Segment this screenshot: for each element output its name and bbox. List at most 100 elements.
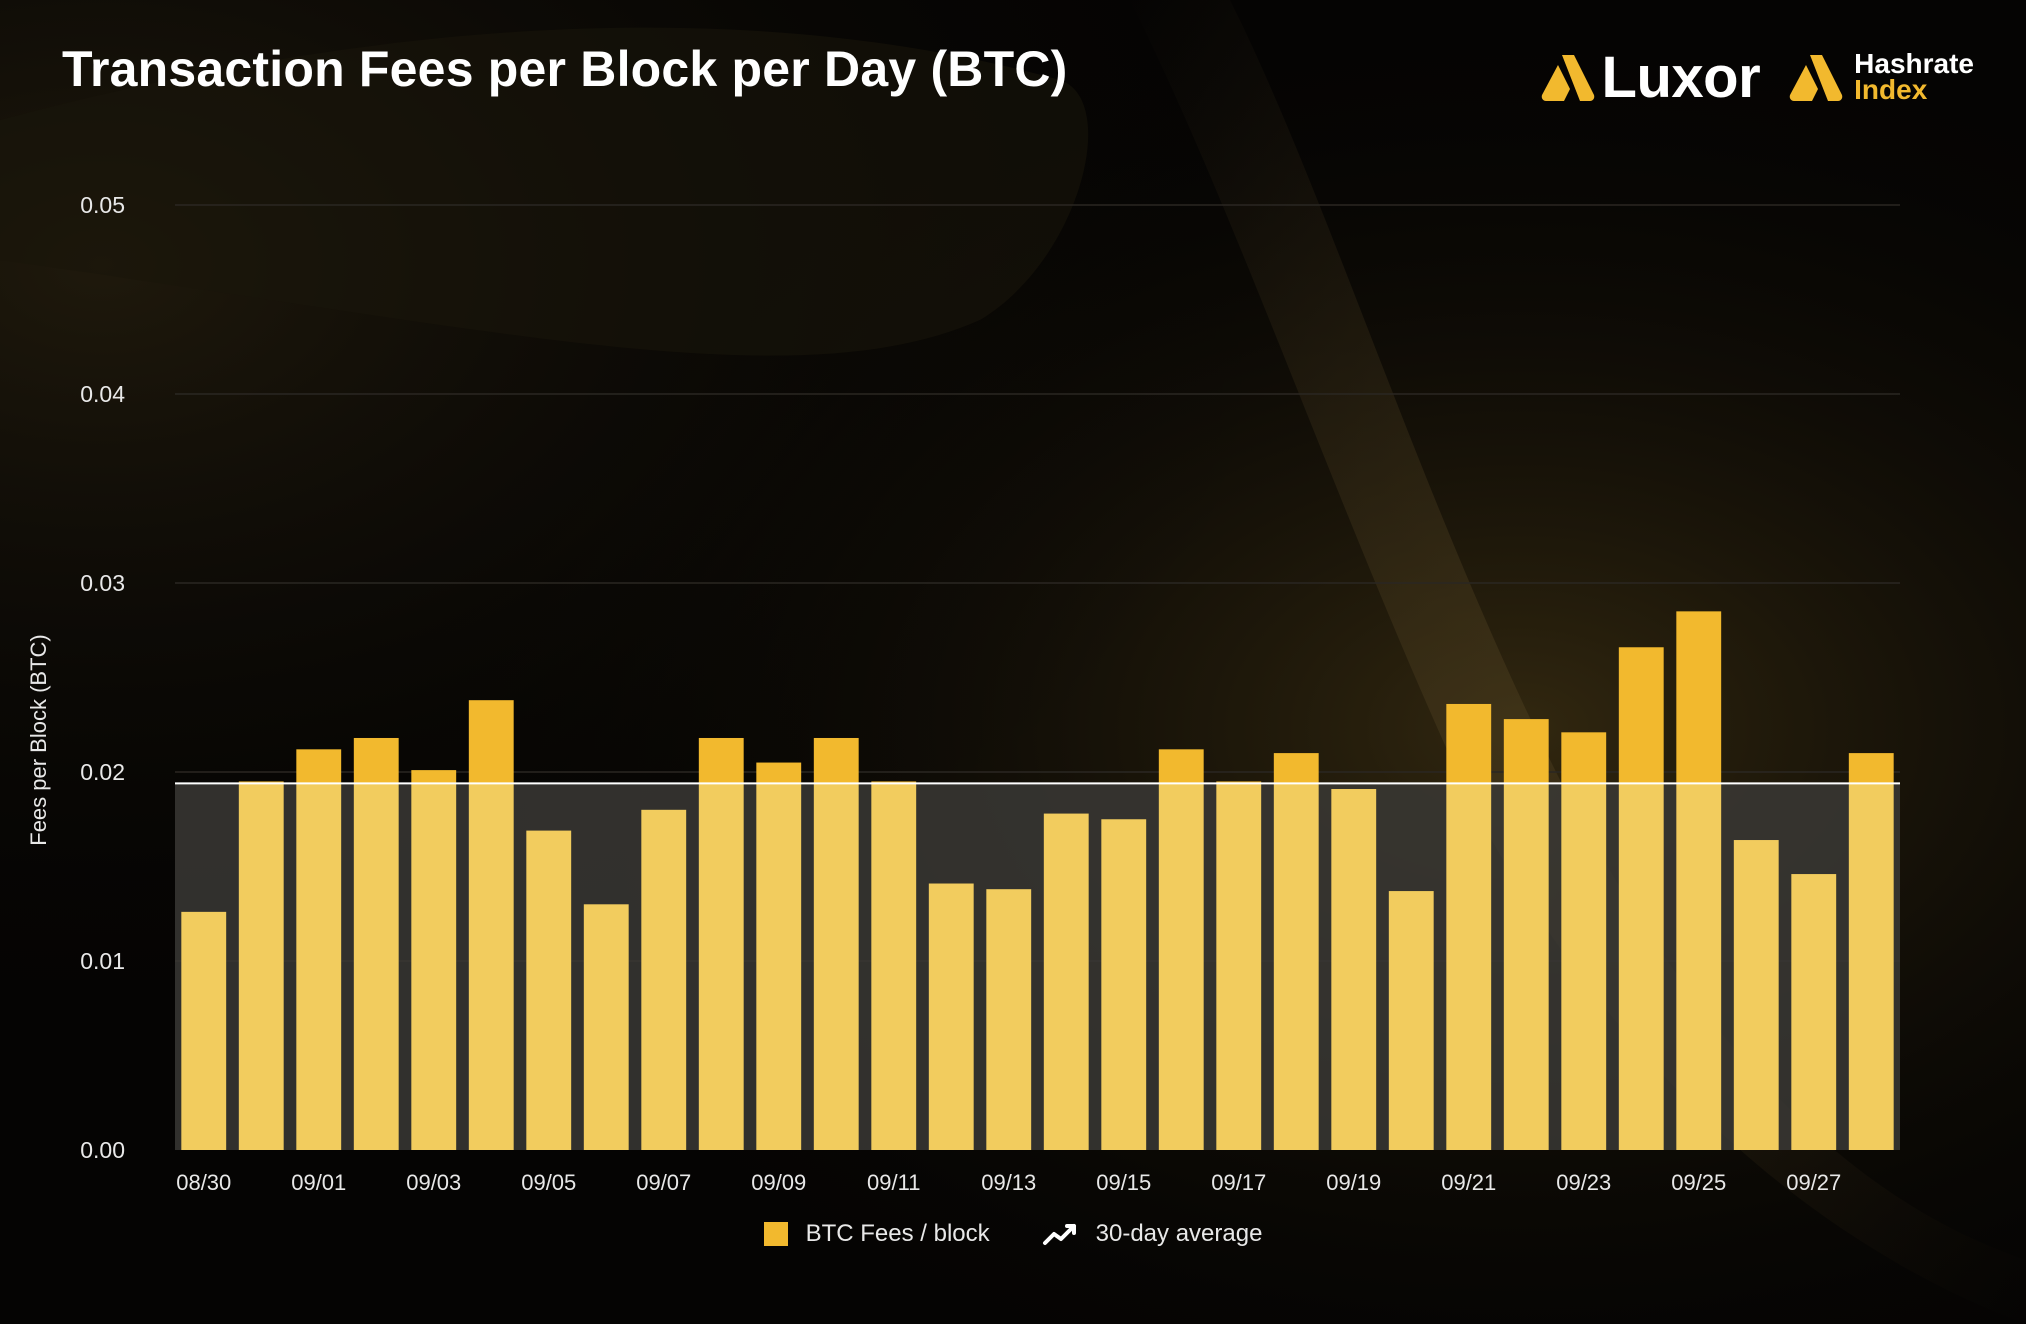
bar-segment-above-average	[411, 770, 457, 784]
bar-segment-below-average	[1848, 783, 1894, 1150]
x-tick-label: 09/23	[1556, 1170, 1611, 1195]
bar	[1733, 840, 1779, 1150]
x-tick-label: 09/07	[636, 1170, 691, 1195]
bar-segment-above-average	[296, 749, 342, 784]
bar-segment-below-average	[698, 783, 744, 1150]
legend-item-average: 30-day average	[1042, 1220, 1263, 1248]
bar-segment-above-average	[698, 737, 744, 784]
bar	[1848, 753, 1894, 1150]
bar-segment-above-average	[1561, 732, 1607, 784]
line-chart-icon	[1042, 1224, 1076, 1245]
y-tick-label: 0.02	[80, 759, 125, 785]
bar-segment-below-average	[583, 904, 629, 1150]
bar-segment-below-average	[986, 889, 1032, 1150]
chart-title: Transaction Fees per Block per Day (BTC)	[62, 41, 1068, 97]
legend-item-bars: BTC Fees / block	[763, 1220, 990, 1248]
bar	[986, 889, 1032, 1150]
bar-segment-below-average	[296, 783, 342, 1150]
bar-segment-below-average	[1561, 783, 1607, 1150]
y-tick-label: 0.00	[80, 1137, 125, 1163]
bar	[1561, 732, 1607, 1150]
bar-segment-below-average	[641, 809, 687, 1150]
bar	[1101, 819, 1147, 1150]
bar	[641, 809, 687, 1150]
bar-segment-above-average	[756, 762, 802, 784]
bar-segment-below-average	[411, 783, 457, 1150]
bar-segment-below-average	[1273, 783, 1319, 1150]
bar	[813, 737, 859, 1150]
bar	[1216, 781, 1262, 1150]
brand-logos: Luxor Hashrate Index	[1540, 42, 1974, 112]
luxor-wordmark: Luxor	[1601, 44, 1761, 110]
bar-segment-below-average	[1446, 783, 1492, 1150]
bar-segment-below-average	[526, 830, 572, 1150]
bar-segment-below-average	[813, 783, 859, 1150]
hashrate-index-wordmark-line1: Hashrate	[1854, 48, 1974, 79]
luxor-logo: Luxor	[1540, 44, 1761, 111]
legend: BTC Fees / block 30-day average	[0, 1220, 2026, 1248]
bar-segment-below-average	[1791, 874, 1837, 1150]
y-tick-label: 0.03	[80, 570, 125, 596]
y-axis-label: Fees per Block (BTC)	[26, 634, 51, 846]
bar-segment-below-average	[1388, 891, 1434, 1150]
y-tick-label: 0.01	[80, 948, 125, 974]
x-tick-label: 09/03	[406, 1170, 461, 1195]
bar-segment-below-average	[1676, 783, 1722, 1150]
bar	[583, 904, 629, 1150]
hashrate-index-mark-icon	[1789, 55, 1843, 101]
bars	[181, 611, 1894, 1150]
below-average-shade	[175, 783, 1900, 1150]
bar	[1273, 753, 1319, 1150]
x-tick-label: 09/19	[1326, 1170, 1381, 1195]
bar	[1503, 719, 1549, 1150]
bar-segment-below-average	[1043, 813, 1089, 1150]
bar-segment-above-average	[1273, 753, 1319, 784]
x-tick-label: 09/09	[751, 1170, 806, 1195]
bar	[871, 781, 917, 1150]
bar	[238, 781, 284, 1150]
x-tick-label: 09/05	[521, 1170, 576, 1195]
y-tick-label: 0.04	[80, 381, 125, 407]
y-axis-ticks: 0.00 0.01 0.02 0.03 0.04 0.05	[80, 192, 125, 1163]
bar-segment-below-average	[181, 911, 227, 1150]
bar-segment-below-average	[1733, 840, 1779, 1150]
hashrate-index-wordmark-line2: Index	[1854, 74, 1928, 105]
bar-segment-below-average	[1101, 819, 1147, 1150]
bar	[756, 762, 802, 1150]
bar-segment-below-average	[1503, 783, 1549, 1150]
x-tick-label: 09/27	[1786, 1170, 1841, 1195]
legend-bar-label: BTC Fees / block	[805, 1220, 990, 1247]
legend-swatch	[763, 1222, 788, 1246]
bar	[1043, 813, 1089, 1150]
bar-segment-below-average	[238, 783, 284, 1150]
bar	[1158, 749, 1204, 1150]
bar-segment-above-average	[468, 700, 514, 784]
bar	[353, 737, 399, 1150]
bar	[468, 700, 514, 1150]
x-tick-label: 09/15	[1096, 1170, 1151, 1195]
legend-line-label: 30-day average	[1095, 1220, 1263, 1247]
bar	[411, 770, 457, 1150]
bar-segment-below-average	[468, 783, 514, 1150]
y-tick-label: 0.05	[80, 192, 125, 218]
bar-segment-below-average	[1618, 783, 1664, 1150]
bar-segment-above-average	[1848, 753, 1894, 784]
x-tick-label: 09/13	[981, 1170, 1036, 1195]
bar	[1676, 611, 1722, 1150]
bar-segment-below-average	[871, 783, 917, 1150]
x-tick-label: 09/21	[1441, 1170, 1496, 1195]
bar-segment-below-average	[1216, 783, 1262, 1150]
bar-segment-above-average	[1446, 703, 1492, 784]
bar-segment-below-average	[756, 783, 802, 1150]
bar	[181, 911, 227, 1150]
x-tick-label: 09/01	[291, 1170, 346, 1195]
bar	[1618, 647, 1664, 1150]
bar-segment-below-average	[353, 783, 399, 1150]
luxor-mark-icon	[1541, 55, 1594, 101]
below-average-band	[175, 783, 1900, 1150]
bar	[1446, 703, 1492, 1150]
bar-segment-below-average	[1331, 789, 1377, 1150]
x-tick-label: 09/25	[1671, 1170, 1726, 1195]
bar-segment-above-average	[1503, 719, 1549, 784]
